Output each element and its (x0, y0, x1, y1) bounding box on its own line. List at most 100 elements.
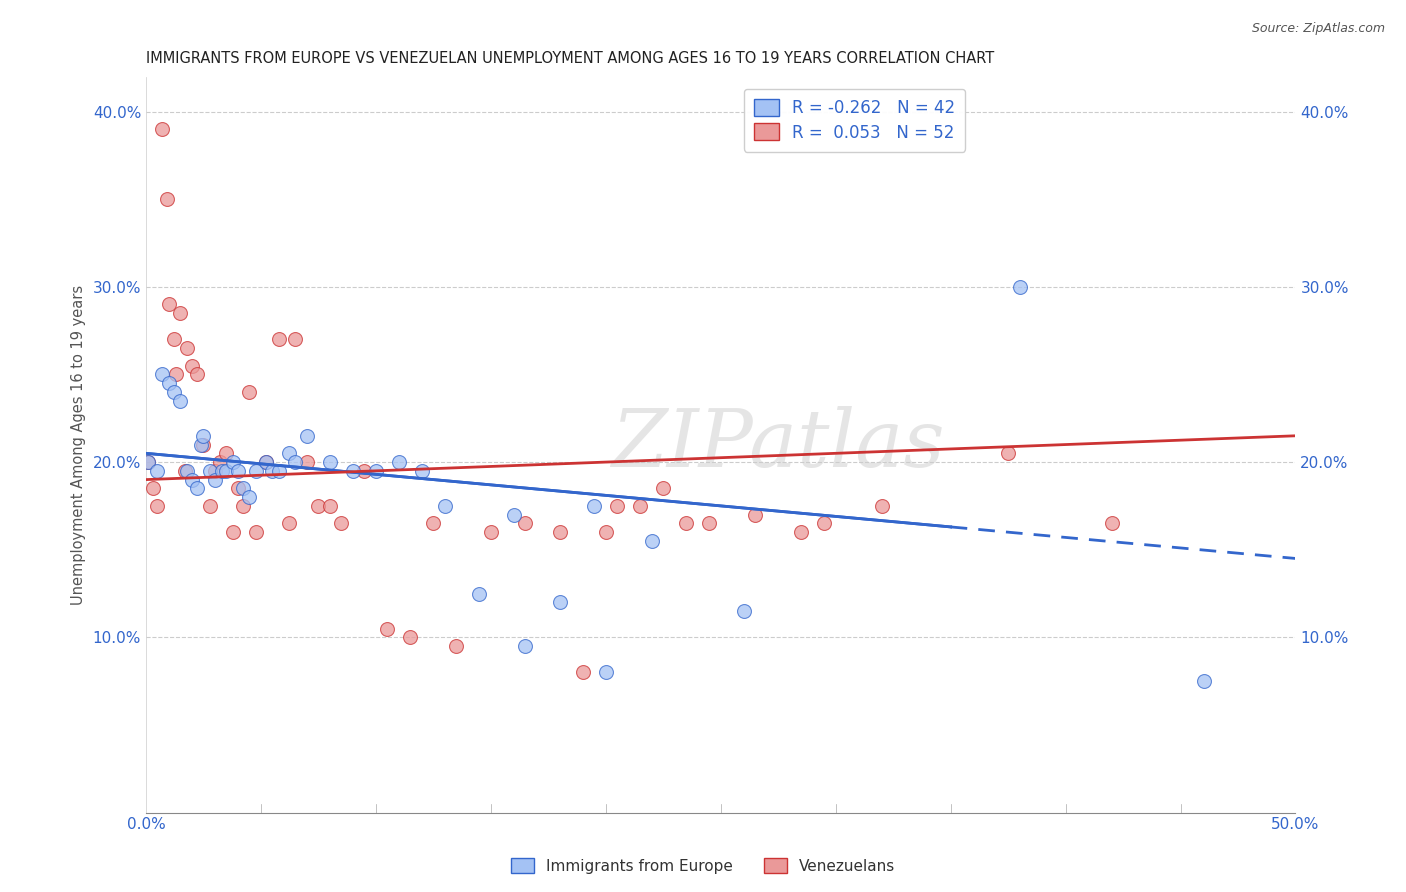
Point (200, 464, 222, 478)
Point (277, 516, 299, 531)
Point (226, 481, 249, 495)
Point (675, 516, 697, 531)
Point (572, 665, 595, 680)
Point (150, 368, 173, 382)
Point (364, 464, 387, 478)
Point (190, 437, 212, 451)
Point (1192, 674, 1215, 689)
Point (215, 464, 238, 478)
Point (208, 455, 231, 469)
Point (468, 586, 491, 600)
Point (157, 297, 180, 311)
Point (307, 499, 329, 513)
Point (277, 446, 299, 460)
Point (142, 481, 165, 495)
Point (319, 455, 342, 469)
Point (193, 429, 215, 443)
Point (433, 499, 456, 513)
Point (254, 455, 277, 469)
Point (295, 455, 318, 469)
Point (697, 516, 720, 531)
Point (595, 525, 617, 540)
Point (146, 464, 169, 478)
Point (174, 464, 197, 478)
Point (548, 525, 571, 540)
Point (245, 525, 267, 540)
Point (377, 622, 399, 636)
Point (176, 341, 198, 355)
Point (169, 393, 191, 408)
Point (136, 455, 159, 469)
Point (479, 525, 502, 540)
Point (295, 429, 318, 443)
Point (181, 359, 204, 373)
Point (870, 499, 893, 513)
Point (156, 192, 179, 206)
Point (411, 464, 433, 478)
Point (245, 464, 267, 478)
Point (744, 508, 766, 522)
Point (422, 516, 444, 531)
Point (269, 464, 291, 478)
Point (446, 639, 468, 653)
Point (330, 516, 353, 531)
Point (595, 665, 617, 680)
Point (1008, 280, 1031, 294)
Point (262, 464, 284, 478)
Point (200, 499, 222, 513)
Point (813, 516, 835, 531)
Point (222, 455, 245, 469)
Point (226, 464, 249, 478)
Point (204, 464, 226, 478)
Point (193, 437, 215, 451)
Point (169, 306, 191, 320)
Point (606, 499, 628, 513)
Legend: R = -0.262   N = 42, R =  0.053   N = 52: R = -0.262 N = 42, R = 0.053 N = 52 (744, 88, 966, 152)
Point (284, 455, 307, 469)
Point (186, 368, 208, 382)
Point (652, 481, 675, 495)
Point (181, 473, 204, 487)
Point (284, 333, 307, 347)
Point (165, 368, 187, 382)
Point (215, 446, 238, 460)
Point (238, 384, 260, 399)
Point (204, 473, 226, 487)
Point (515, 639, 537, 653)
Point (254, 455, 277, 469)
Point (222, 525, 245, 540)
Text: IMMIGRANTS FROM EUROPE VS VENEZUELAN UNEMPLOYMENT AMONG AGES 16 TO 19 YEARS CORR: IMMIGRANTS FROM EUROPE VS VENEZUELAN UNE… (146, 51, 994, 66)
Y-axis label: Unemployment Among Ages 16 to 19 years: Unemployment Among Ages 16 to 19 years (72, 285, 86, 605)
Text: ZIPatlas: ZIPatlas (612, 406, 945, 483)
Point (733, 604, 755, 618)
Point (353, 464, 375, 478)
Point (319, 499, 342, 513)
Point (232, 499, 254, 513)
Point (186, 481, 208, 495)
Point (136, 455, 159, 469)
Point (388, 455, 411, 469)
Point (583, 499, 606, 513)
Point (502, 508, 524, 522)
Point (238, 490, 260, 504)
Point (342, 464, 364, 478)
Point (628, 499, 651, 513)
Point (269, 333, 291, 347)
Point (162, 333, 184, 347)
Point (790, 525, 813, 540)
Point (232, 481, 254, 495)
Point (146, 499, 169, 513)
Point (399, 630, 422, 644)
Legend: Immigrants from Europe, Venezuelans: Immigrants from Europe, Venezuelans (505, 852, 901, 880)
Point (515, 516, 537, 531)
Point (1101, 516, 1123, 531)
Point (211, 464, 233, 478)
Point (157, 376, 180, 391)
Point (997, 446, 1019, 460)
Point (641, 533, 664, 548)
Point (548, 595, 571, 609)
Point (162, 384, 184, 399)
Text: Source: ZipAtlas.com: Source: ZipAtlas.com (1251, 22, 1385, 36)
Point (176, 464, 198, 478)
Point (150, 122, 173, 136)
